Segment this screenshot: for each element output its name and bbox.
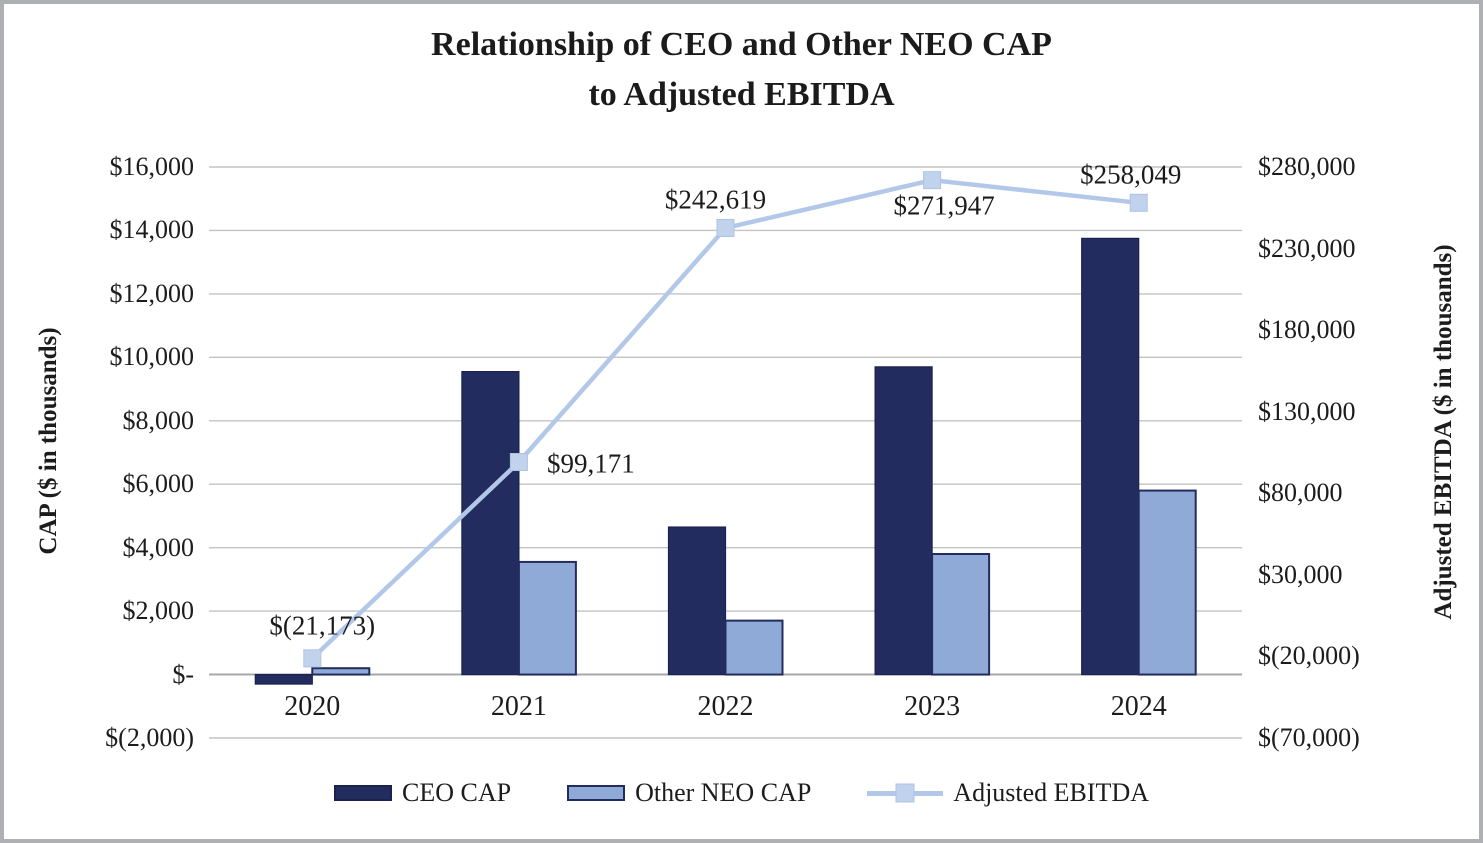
other-neo-cap-swatch-icon: [567, 785, 626, 801]
left-axis-tick: $8,000: [122, 405, 195, 435]
legend: CEO CAP Other NEO CAP Adjusted EBITDA: [4, 778, 1479, 808]
left-axis-tick: $4,000: [122, 532, 195, 562]
left-axis-tick: $2,000: [122, 596, 195, 626]
bar-ceo-cap-2020: [254, 673, 313, 685]
legend-label-ceo-cap: CEO CAP: [402, 778, 512, 807]
left-axis-tick: $16,000: [109, 152, 195, 181]
ebitda-marker-2020: [303, 649, 322, 668]
ebitda-marker-2023: [923, 171, 942, 190]
ebitda-marker-2024: [1129, 193, 1148, 212]
ebitda-marker-2022: [716, 218, 735, 237]
right-axis-tick: $230,000: [1258, 233, 1356, 263]
left-axis-tick: $-: [172, 659, 194, 689]
right-axis-tick: $80,000: [1258, 478, 1343, 508]
x-axis-label-2022: 2022: [697, 691, 754, 722]
left-axis-tick: $10,000: [109, 342, 195, 372]
bar-other-neo-cap-2024: [1137, 489, 1197, 676]
legend-item-other-neo-cap: Other NEO CAP: [567, 778, 811, 808]
left-axis-tick: $(2,000): [105, 723, 194, 752]
chart-title-line2: to Adjusted EBITDA: [588, 76, 895, 113]
square-marker-icon: [895, 783, 915, 803]
bar-other-neo-cap-2021: [517, 560, 577, 676]
bar-ceo-cap-2022: [667, 526, 727, 676]
left-axis-tick: $6,000: [122, 469, 195, 499]
bar-other-neo-cap-2020: [311, 667, 371, 676]
bar-ceo-cap-2024: [1081, 237, 1140, 676]
ebitda-data-label-2022: $242,619: [664, 184, 767, 215]
ebitda-marker-2021: [509, 453, 528, 472]
ebitda-data-label-2023: $271,947: [893, 190, 995, 221]
ebitda-data-label-2020: $(21,173): [269, 610, 376, 641]
bar-other-neo-cap-2022: [724, 619, 784, 676]
right-axis-tick: $280,000: [1258, 152, 1356, 181]
left-axis-tick: $14,000: [109, 215, 195, 245]
legend-label-adjusted-ebitda: Adjusted EBITDA: [953, 778, 1149, 807]
ebitda-data-label-2024: $258,049: [1080, 159, 1182, 190]
bar-ceo-cap-2021: [461, 371, 520, 676]
right-axis-tick: $(70,000): [1258, 723, 1360, 752]
chart-title-line1: Relationship of CEO and Other NEO CAP: [431, 26, 1052, 63]
chart-title: Relationship of CEO and Other NEO CAP to…: [4, 20, 1479, 120]
right-axis-tick: $30,000: [1258, 559, 1343, 589]
ebitda-data-label-2021: $99,171: [547, 448, 635, 479]
right-axis-tick: $130,000: [1258, 396, 1356, 426]
legend-label-other-neo-cap: Other NEO CAP: [635, 778, 812, 807]
x-axis-label-2023: 2023: [904, 691, 961, 722]
x-axis-label-2024: 2024: [1110, 691, 1167, 722]
x-axis-label-2021: 2021: [490, 691, 547, 722]
bar-other-neo-cap-2023: [931, 553, 991, 676]
legend-item-adjusted-ebitda: Adjusted EBITDA: [867, 778, 1149, 808]
bar-ceo-cap-2023: [874, 366, 933, 676]
x-axis-label-2020: 2020: [284, 691, 341, 722]
adjusted-ebitda-line-marker-icon: [867, 783, 944, 803]
left-axis-tick: $12,000: [109, 278, 195, 308]
ceo-cap-swatch-icon: [334, 785, 392, 801]
plot-area: [209, 166, 1242, 739]
right-axis-tick: $(20,000): [1258, 641, 1360, 671]
right-axis-tick: $180,000: [1258, 315, 1356, 345]
legend-item-ceo-cap: CEO CAP: [334, 778, 511, 808]
